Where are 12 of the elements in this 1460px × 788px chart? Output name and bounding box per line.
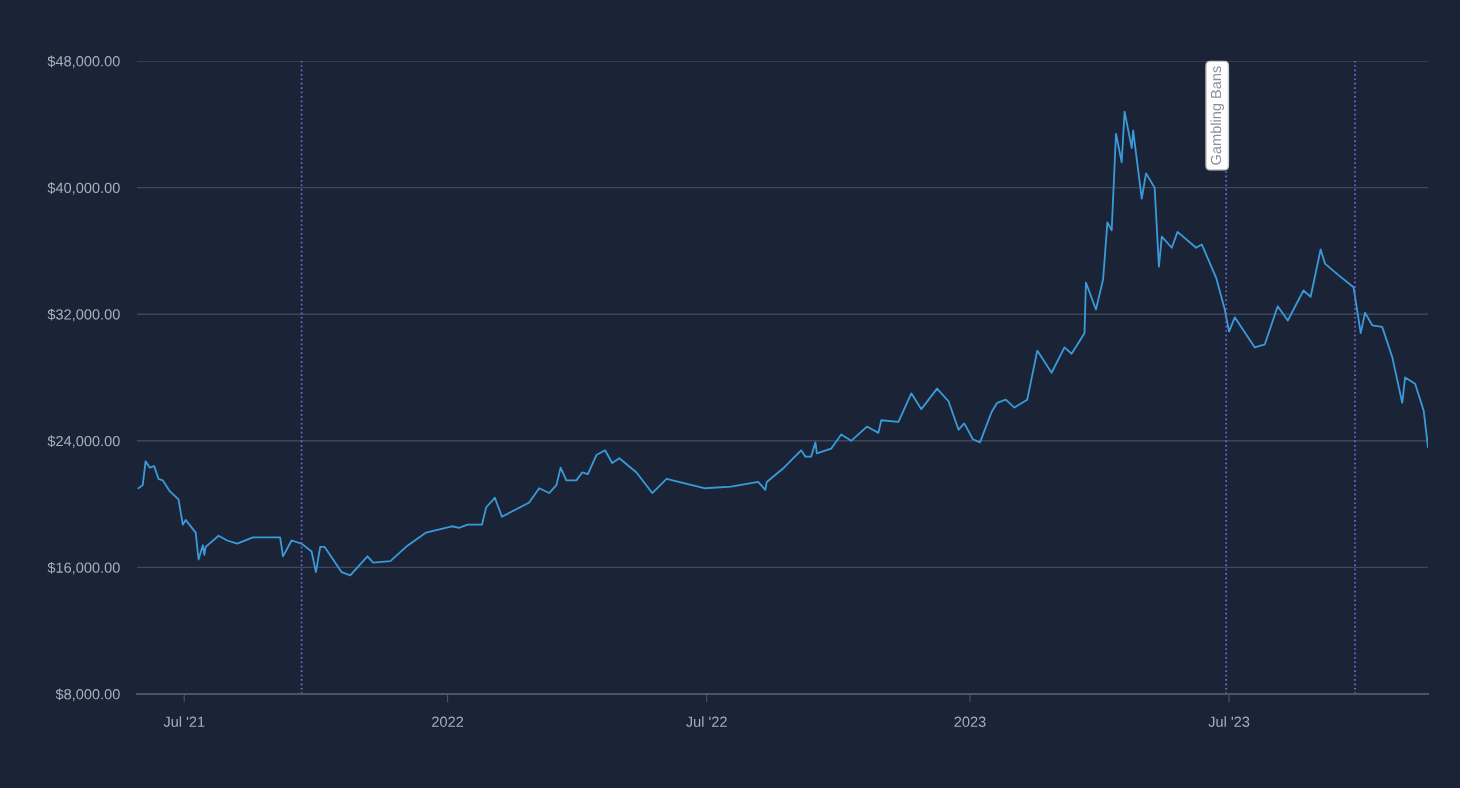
y-tick-label: $48,000.00 <box>47 55 120 69</box>
y-tick-label: $24,000.00 <box>47 435 120 448</box>
y-tick-label: $16,000.00 <box>47 561 120 575</box>
x-tick-label: Jul '22 <box>686 716 727 727</box>
x-tick-label: 2022 <box>432 716 464 727</box>
y-tick-label: $40,000.00 <box>47 182 120 195</box>
x-tick-label: Jul '23 <box>1208 716 1250 727</box>
y-tick-label: $32,000.00 <box>47 308 120 322</box>
y-tick-label: $8,000.00 <box>55 688 120 702</box>
x-tick-label: 2023 <box>954 716 986 727</box>
x-tick-label: Jul '21 <box>163 716 205 727</box>
ref-line-label: Gambling Bans <box>1210 66 1225 165</box>
